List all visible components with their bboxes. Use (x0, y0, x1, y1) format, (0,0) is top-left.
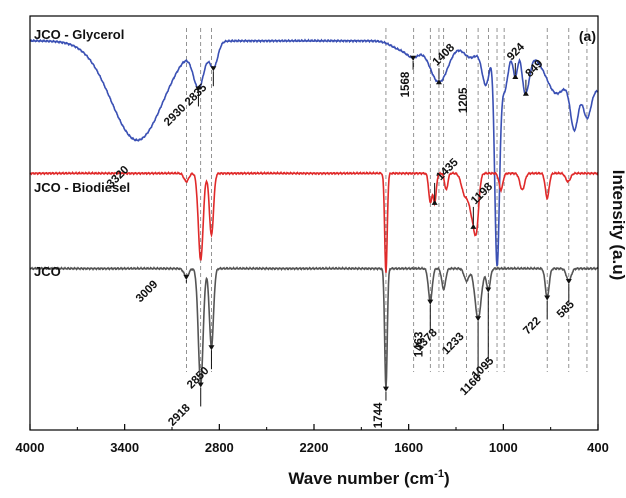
x-tick-label-0: 4000 (16, 440, 45, 455)
y-axis-title: Intensity (a.u) (609, 170, 626, 281)
annotation-924: 924 (505, 41, 527, 63)
series-label-0: JCO - Glycerol (34, 27, 124, 42)
annotation-arrowhead-11 (197, 382, 204, 388)
annotation-722: 722 (521, 315, 543, 337)
series-label-2: JCO (34, 264, 61, 279)
plot-frame (29, 15, 599, 431)
annotation-2930: 2930 (162, 102, 189, 129)
annotation-849: 849 (524, 58, 546, 80)
annotation-arrowhead-12 (208, 345, 215, 351)
x-axis-title: Wave number (cm-1) (288, 468, 449, 488)
series-line-2 (29, 266, 599, 389)
spectra (29, 38, 599, 389)
annotation-arrowhead-4 (435, 79, 442, 85)
annotation-arrowhead-2 (210, 66, 217, 72)
series-labels: JCO - Glycerol JCO - Biodiesel JCO (34, 27, 130, 279)
reference-lines (186, 28, 588, 372)
series-label-1: JCO - Biodiesel (34, 180, 130, 195)
annotation-3009: 3009 (134, 278, 161, 305)
annotation-1744: 1744 (373, 402, 385, 428)
annotation-1095: 1095 (470, 355, 497, 382)
annotation-arrowhead-20 (565, 278, 572, 284)
x-axis-ticks: 4000 3400 2800 2200 1600 1000 400 (16, 424, 609, 455)
annotation-arrowhead-18 (485, 287, 492, 293)
annotation-arrowhead-6 (512, 74, 519, 80)
x-tick-label-4: 1600 (394, 440, 423, 455)
x-tick-label-1: 3400 (110, 440, 139, 455)
annotation-arrowhead-13 (382, 386, 389, 392)
x-tick-label-6: 400 (587, 440, 609, 455)
annotation-arrowhead-7 (522, 90, 529, 96)
annotation-1378: 1378 (413, 326, 440, 353)
annotation-arrowhead-10 (183, 274, 190, 280)
annotation-2835: 2835 (183, 81, 210, 108)
annotation-2918: 2918 (166, 402, 193, 429)
annotation-arrowhead-14 (427, 299, 434, 305)
annotation-1233: 1233 (440, 331, 467, 358)
annotation-arrowhead-3 (410, 55, 417, 61)
series-line-1 (29, 170, 599, 273)
annotation-arrowhead-1 (195, 86, 202, 92)
x-tick-label-2: 2800 (205, 440, 234, 455)
annotation-arrowhead-17 (475, 316, 482, 322)
annotation-2850: 2850 (185, 365, 212, 392)
annotation-585: 585 (555, 298, 577, 320)
annotation-1463: 1463 (413, 332, 425, 358)
panel-label: (a) (579, 28, 596, 44)
annotation-1198: 1198 (469, 180, 496, 207)
annotation-arrowhead-8 (431, 199, 438, 205)
annotation-1568: 1568 (400, 71, 412, 97)
annotation-arrowhead-19 (544, 295, 551, 301)
x-tick-label-3: 2200 (300, 440, 329, 455)
x-tick-label-5: 1000 (489, 440, 518, 455)
series-line-0 (29, 38, 599, 267)
annotation-arrowhead-9 (470, 223, 477, 229)
annotation-1205: 1205 (458, 87, 470, 113)
